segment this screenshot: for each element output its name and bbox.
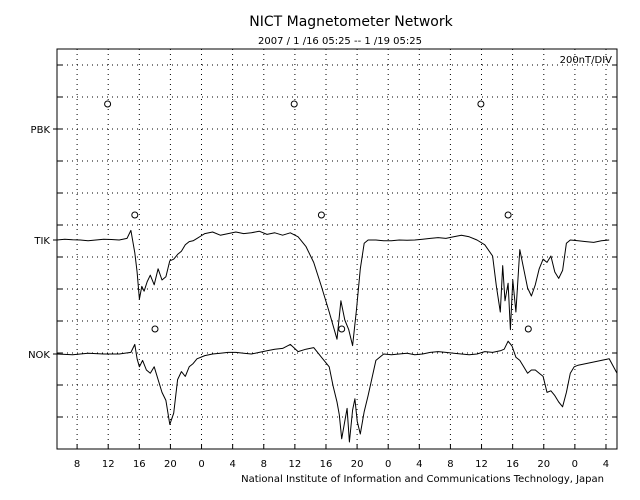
midnight-marker xyxy=(104,100,112,108)
scale-label: 200nT/DIV xyxy=(560,55,613,66)
midnight-marker xyxy=(290,100,298,108)
station-label: NOK xyxy=(28,350,50,361)
x-tick-label: 8 xyxy=(261,459,267,470)
midnight-markers xyxy=(104,100,532,333)
trace-tik xyxy=(56,229,610,347)
station-labels: PBK TIK NOK xyxy=(28,125,57,361)
midnight-marker xyxy=(477,100,485,108)
x-tick-label: 4 xyxy=(229,459,235,470)
x-tick-label: 4 xyxy=(603,459,609,470)
x-tick-label: 20 xyxy=(164,459,177,470)
x-tick-label: 12 xyxy=(102,459,115,470)
midnight-marker xyxy=(338,325,346,333)
plot-frame xyxy=(56,48,618,450)
station-label: TIK xyxy=(33,236,50,247)
x-tick-label: 16 xyxy=(133,459,146,470)
trace-nok xyxy=(56,340,618,443)
x-tick-label: 8 xyxy=(74,459,80,470)
x-tick-label: 12 xyxy=(289,459,302,470)
chart-subtitle: 2007 / 1 /16 05:25 -- 1 /19 05:25 xyxy=(258,36,422,47)
x-tick-label: 0 xyxy=(198,459,204,470)
x-tick-label: 20 xyxy=(351,459,364,470)
x-tick-label: 0 xyxy=(572,459,578,470)
x-tick-label: 8 xyxy=(447,459,453,470)
midnight-marker xyxy=(524,325,532,333)
grid xyxy=(57,49,617,449)
station-label: PBK xyxy=(31,125,51,136)
chart-title: NICT Magnetometer Network xyxy=(249,14,453,30)
x-tick-label: 16 xyxy=(506,459,519,470)
midnight-marker xyxy=(317,211,325,219)
midnight-marker xyxy=(131,211,139,219)
x-tick-label: 20 xyxy=(537,459,550,470)
x-tick-label: 16 xyxy=(320,459,333,470)
x-axis: 8 12 16 20 0 4 8 12 16 20 0 4 8 12 16 20 0 4 xyxy=(74,444,609,470)
midnight-marker xyxy=(151,325,159,333)
credit-text: National Institute of Information and Co… xyxy=(241,474,604,485)
midnight-marker xyxy=(504,211,512,219)
traces xyxy=(56,229,618,443)
x-tick-label: 4 xyxy=(416,459,422,470)
x-tick-label: 12 xyxy=(475,459,488,470)
x-tick-label: 0 xyxy=(385,459,391,470)
